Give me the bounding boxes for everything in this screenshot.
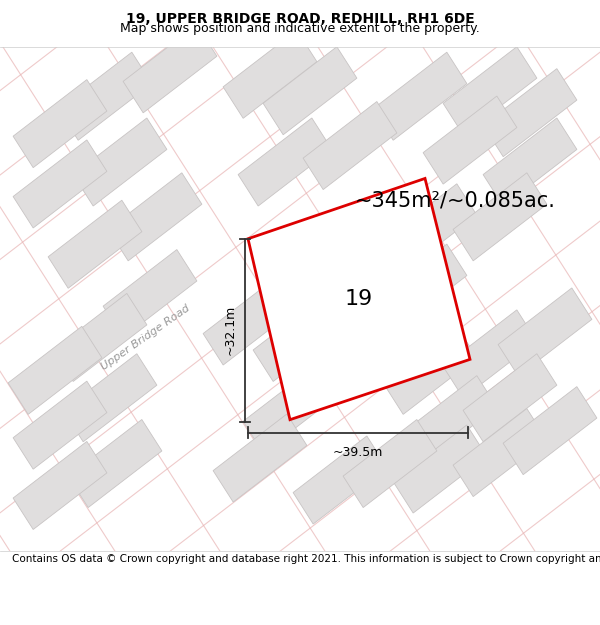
Polygon shape	[238, 118, 332, 206]
Polygon shape	[443, 310, 537, 398]
Polygon shape	[503, 387, 597, 474]
Polygon shape	[498, 288, 592, 376]
Polygon shape	[58, 52, 152, 140]
Polygon shape	[48, 200, 142, 288]
Polygon shape	[223, 30, 317, 118]
Polygon shape	[343, 419, 437, 508]
Polygon shape	[383, 326, 477, 414]
Polygon shape	[68, 419, 162, 508]
Polygon shape	[403, 376, 497, 464]
Text: ~32.1m: ~32.1m	[224, 305, 237, 356]
Polygon shape	[383, 184, 477, 272]
Polygon shape	[53, 293, 147, 381]
Polygon shape	[443, 47, 537, 135]
Polygon shape	[8, 326, 102, 414]
Polygon shape	[63, 354, 157, 442]
Polygon shape	[13, 79, 107, 168]
Text: Contains OS data © Crown copyright and database right 2021. This information is : Contains OS data © Crown copyright and d…	[12, 554, 600, 564]
Text: 19, UPPER BRIDGE ROAD, REDHILL, RH1 6DE: 19, UPPER BRIDGE ROAD, REDHILL, RH1 6DE	[125, 12, 475, 26]
Polygon shape	[108, 173, 202, 261]
Polygon shape	[213, 414, 307, 502]
Polygon shape	[483, 69, 577, 157]
Polygon shape	[103, 249, 197, 338]
Polygon shape	[73, 118, 167, 206]
Polygon shape	[373, 244, 467, 332]
Polygon shape	[203, 277, 297, 365]
Polygon shape	[248, 179, 470, 419]
Text: 19: 19	[344, 289, 373, 309]
Polygon shape	[303, 101, 397, 189]
Polygon shape	[123, 25, 217, 113]
Text: ~39.5m: ~39.5m	[333, 446, 383, 459]
Text: Upper Bridge Road: Upper Bridge Road	[99, 303, 191, 372]
Polygon shape	[293, 436, 387, 524]
Polygon shape	[483, 118, 577, 206]
Polygon shape	[253, 293, 347, 381]
Polygon shape	[243, 365, 337, 452]
Polygon shape	[393, 425, 487, 513]
Text: ~345m²/~0.085ac.: ~345m²/~0.085ac.	[355, 191, 556, 211]
Polygon shape	[453, 173, 547, 261]
Polygon shape	[13, 140, 107, 228]
Polygon shape	[13, 381, 107, 469]
Polygon shape	[463, 354, 557, 442]
Text: Map shows position and indicative extent of the property.: Map shows position and indicative extent…	[120, 22, 480, 35]
Polygon shape	[453, 409, 547, 497]
Polygon shape	[263, 47, 357, 135]
Polygon shape	[13, 441, 107, 529]
Polygon shape	[423, 96, 517, 184]
Polygon shape	[373, 52, 467, 140]
